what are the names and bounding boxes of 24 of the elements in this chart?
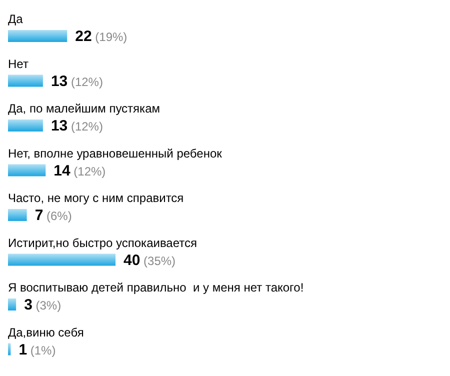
bar — [8, 164, 46, 176]
y-tick-label: Часто, не могу с ним справится — [8, 191, 184, 205]
data-label: 7 (6%) — [34, 207, 72, 224]
bar — [8, 298, 16, 310]
bar — [8, 30, 68, 42]
y-tick-label: Нет, вполне уравновешенный ребенок — [8, 146, 223, 160]
data-label: 40 (35%) — [124, 252, 176, 269]
y-tick-label: Нет — [8, 56, 29, 71]
y-tick-label: Да — [8, 12, 24, 26]
bar — [8, 254, 116, 266]
data-label: 13 (12%) — [50, 72, 103, 90]
y-tick-label: Да,виню себя — [8, 325, 84, 340]
data-label: 3 (3%) — [24, 296, 62, 314]
bar — [8, 209, 27, 221]
y-tick-label: Да, по малейшим пустякам — [8, 102, 160, 116]
bar — [8, 343, 11, 356]
data-label: 14 (12%) — [54, 162, 106, 180]
bar — [8, 120, 43, 132]
y-tick-label: Истирит,но быстро успокаивается — [8, 236, 197, 250]
data-label: 1 (1%) — [18, 341, 56, 358]
data-label: 13 (12%) — [50, 118, 103, 134]
data-label: 22 (19%) — [75, 28, 128, 45]
bar — [8, 74, 43, 87]
y-tick-label: Я воспитываю детей правильно и у меня нет такого! — [8, 280, 304, 294]
